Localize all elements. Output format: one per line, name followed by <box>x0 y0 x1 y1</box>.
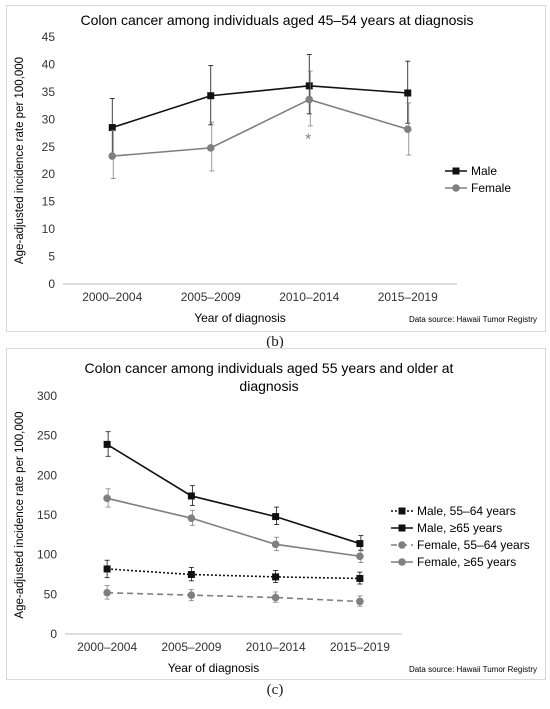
chart-title-line: diagnosis <box>239 378 298 394</box>
data-point-square <box>187 492 195 500</box>
data-point-circle <box>108 152 117 160</box>
y-tick-label: 30 <box>42 112 56 126</box>
y-tick-label: 50 <box>44 587 58 601</box>
x-tick-label: 2005–2009 <box>181 290 241 304</box>
data-point-square <box>272 513 280 521</box>
y-tick-label: 20 <box>42 167 56 181</box>
legend-label: Female <box>471 181 511 195</box>
y-tick-label: 5 <box>48 250 55 264</box>
chart-b-svg: Colon cancer among individuals aged 45–5… <box>14 12 537 325</box>
data-point-square <box>305 82 313 90</box>
chart-title: Colon cancer among individuals aged 45–5… <box>80 12 473 28</box>
data-point-circle <box>356 552 364 561</box>
y-tick-label: 15 <box>42 195 56 209</box>
data-point-circle <box>403 125 412 134</box>
series-line <box>107 591 360 603</box>
significance-asterisk: * <box>305 132 311 149</box>
legend-label: Male <box>471 164 497 178</box>
x-tick-label: 2010–2014 <box>246 640 306 654</box>
series-line <box>106 497 360 558</box>
legend-marker-square <box>398 507 406 515</box>
data-point-square <box>187 571 195 578</box>
legend-label: Male, ≥65 years <box>417 521 502 535</box>
series-line <box>112 85 408 129</box>
legend-label: Female, ≥65 years <box>417 555 516 569</box>
x-axis-title: Year of diagnosis <box>194 311 286 325</box>
data-point-square <box>356 540 364 548</box>
series-line <box>107 568 360 580</box>
data-point-square <box>103 565 111 573</box>
y-tick-label: 25 <box>42 140 56 154</box>
data-point-square <box>108 124 116 132</box>
y-tick-label: 150 <box>37 508 57 522</box>
data-point-square <box>103 440 111 448</box>
y-tick-label: 100 <box>37 548 57 562</box>
legend-marker-square <box>452 167 460 175</box>
data-source-note: Data source: Hawaii Tumor Registry <box>409 665 537 674</box>
data-source-note: Data source: Hawaii Tumor Registry <box>409 315 537 324</box>
x-tick-label: 2010–2014 <box>279 290 339 304</box>
data-point-circle <box>305 95 314 104</box>
series-line <box>106 443 361 545</box>
data-point-circle <box>356 597 364 606</box>
x-axis-title: Year of diagnosis <box>168 661 260 675</box>
y-tick-label: 10 <box>42 222 56 236</box>
legend-label: Female, 55–64 years <box>417 538 530 552</box>
chart-title-line: Colon cancer among individuals aged 55 y… <box>85 360 454 376</box>
legend-marker-circle <box>398 558 406 566</box>
y-tick-label: 45 <box>42 30 56 44</box>
chart-panel-c: Colon cancer among individuals aged 55 y… <box>6 348 546 680</box>
data-point-circle <box>271 540 280 549</box>
data-point-circle <box>206 144 215 152</box>
chart-panel-b: Colon cancer among individuals aged 45–5… <box>6 5 546 332</box>
data-point-circle <box>187 591 196 599</box>
y-tick-label: 40 <box>42 57 56 71</box>
y-tick-label: 300 <box>37 389 57 403</box>
legend-marker-square <box>398 524 406 532</box>
y-tick-label: 250 <box>37 429 57 443</box>
panel-caption-b: (b) <box>266 334 284 350</box>
data-point-circle <box>187 514 196 522</box>
data-point-square <box>404 89 412 97</box>
legend-label: Male, 55–64 years <box>417 504 516 518</box>
y-tick-label: 0 <box>48 277 55 291</box>
data-point-circle <box>103 494 111 503</box>
y-axis-title: Age-adjusted incidence rate per 100,000 <box>14 57 26 264</box>
x-tick-label: 2000–2004 <box>82 290 142 304</box>
data-point-circle <box>103 588 111 597</box>
x-tick-label: 2015–2019 <box>330 640 390 654</box>
data-point-circle <box>271 593 280 602</box>
panel-caption-c: (c) <box>266 682 284 698</box>
y-tick-label: 200 <box>37 468 57 482</box>
data-point-square <box>272 573 280 581</box>
y-axis-title: Age-adjusted incidence rate per 100,000 <box>14 411 26 618</box>
y-tick-label: 35 <box>42 85 56 99</box>
x-tick-label: 2015–2019 <box>378 290 438 304</box>
x-tick-label: 2000–2004 <box>77 640 137 654</box>
y-tick-label: 0 <box>50 627 57 641</box>
x-tick-label: 2005–2009 <box>161 640 221 654</box>
series-line <box>112 98 408 157</box>
chart-c-svg: Colon cancer among individuals aged 55 y… <box>14 360 537 675</box>
data-point-square <box>356 574 364 582</box>
legend-marker-circle <box>452 184 460 192</box>
data-point-square <box>207 92 215 100</box>
legend-marker-circle <box>398 541 406 549</box>
